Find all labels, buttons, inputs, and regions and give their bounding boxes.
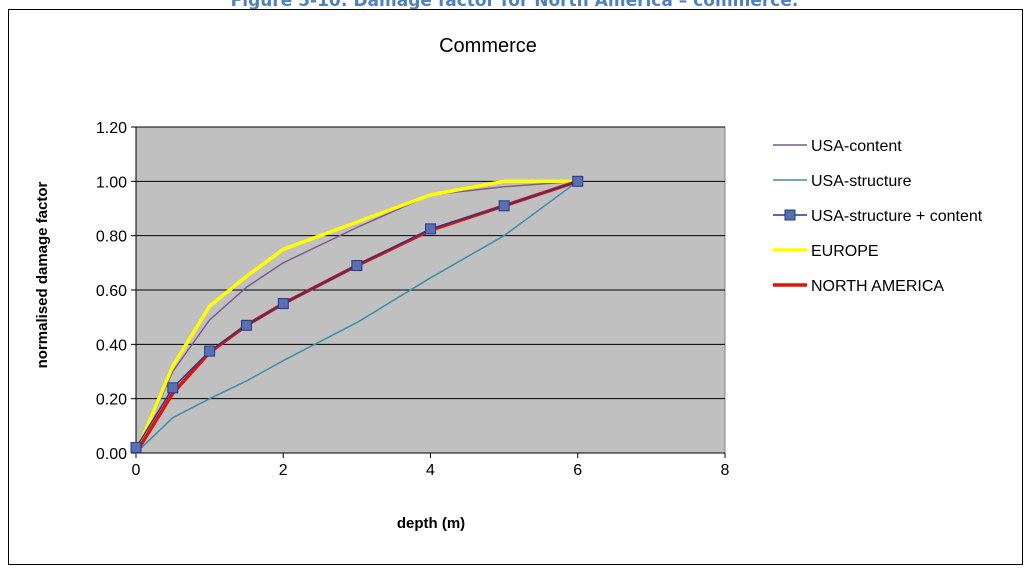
x-tick-label: 8 [721,462,730,479]
data-point [240,319,252,331]
chart-title: Commerce [439,35,537,57]
legend-label-usa-content: USA-content [811,138,902,155]
data-point [572,175,584,187]
legend: USA-content USA-structure USA-structure + … [773,138,983,295]
legend-label-north-america: NORTH AMERICA [811,278,944,295]
data-point [351,260,363,272]
series-layer [130,175,584,454]
y-tick-label: 0.60 [96,283,127,300]
x-tick-label: 0 [132,462,141,479]
figure-caption: Figure 5-10: Damage factor for North Ame… [230,0,799,11]
data-point [277,298,289,310]
x-tick-label: 2 [279,462,288,479]
y-tick-label: 0.80 [96,229,127,246]
data-point [204,345,216,357]
legend-label-europe: EUROPE [811,243,879,260]
legend-label-usa-structure-content: USA-structure + content [811,208,983,225]
data-point [130,442,142,454]
series-line-usa-content [135,180,578,454]
series-line-europe [134,179,578,454]
y-tick-label: 1.20 [96,120,127,137]
y-tick-label: 0.40 [96,337,127,354]
y-axis-label: normalised damage factor [34,181,51,368]
data-point [425,223,436,235]
x-axis-label: depth (m) [397,515,465,532]
x-tick-label: 4 [426,462,435,479]
y-axis-ticks: 0.00 0.20 0.40 0.60 0.80 1.00 1.20 [96,120,136,463]
chart-frame: Commerce 0.00 0.20 0.40 0.60 0.80 1.00 1.20 0 2… [8,9,1023,565]
x-tick-label: 6 [573,462,582,479]
legend-label-usa-structure: USA-structure [811,173,912,190]
data-point [167,382,179,394]
chart-svg: Commerce 0.00 0.20 0.40 0.60 0.80 1.00 1.20 0 2… [34,35,983,532]
gridlines [136,126,725,400]
data-point [498,200,510,212]
y-tick-label: 0.00 [96,446,127,463]
y-tick-label: 0.20 [96,392,127,409]
y-tick-label: 1.00 [96,174,127,191]
x-axis-ticks: 0 2 4 6 8 [132,127,730,479]
series-line-usa-structure [135,180,579,454]
legend-marker [784,209,796,221]
